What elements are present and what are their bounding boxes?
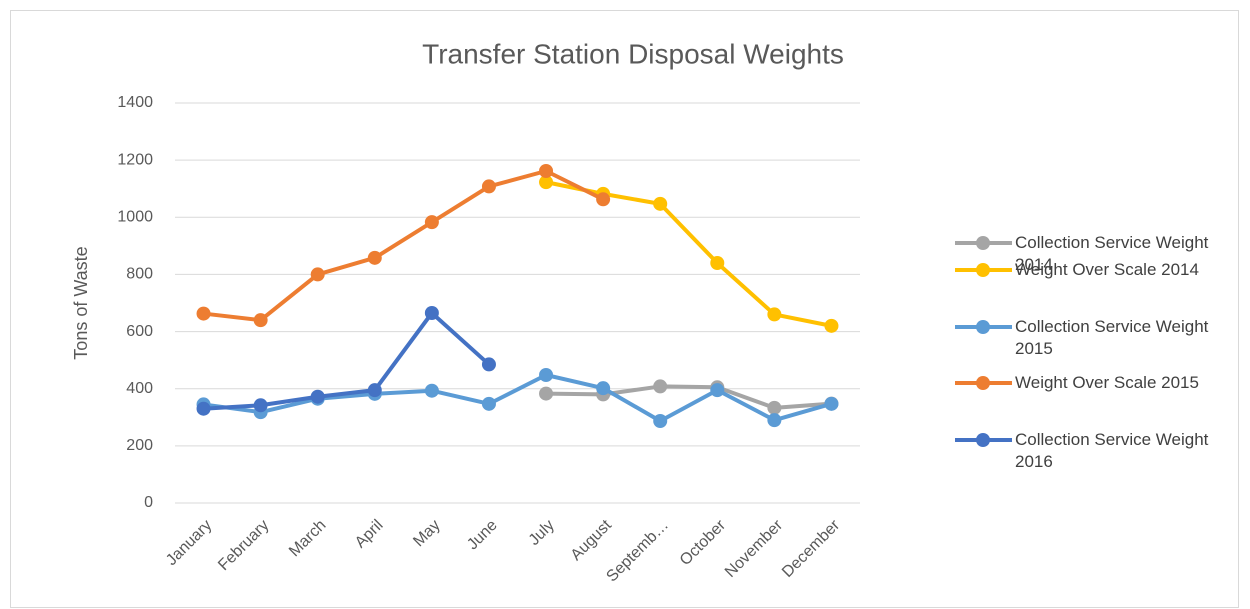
data-point (539, 175, 554, 190)
data-point (367, 383, 382, 398)
data-point (310, 267, 325, 282)
legend-label: Collection Service Weight 2014 (1015, 233, 1209, 274)
y-tick-label: 1200 (117, 151, 153, 168)
data-point (196, 401, 211, 416)
data-point (424, 306, 439, 320)
data-point (481, 179, 496, 194)
data-point (710, 383, 725, 398)
legend-marker (976, 320, 990, 334)
data-point (481, 357, 496, 372)
series-line (203, 373, 833, 423)
y-tick-label: 400 (126, 380, 153, 397)
y-axis-label: Tons of Waste (71, 246, 91, 359)
data-point (767, 400, 782, 415)
data-point (253, 398, 268, 413)
chart-title: Transfer Station Disposal Weights (422, 38, 844, 69)
series-line (545, 180, 832, 328)
y-tick-label: 200 (126, 437, 153, 454)
data-point (596, 381, 611, 396)
data-point (596, 192, 611, 207)
y-tick-label: 1400 (117, 94, 153, 111)
data-point (710, 256, 725, 270)
y-tick-label: 600 (126, 323, 153, 340)
data-point (767, 413, 782, 428)
data-point (824, 318, 839, 333)
y-tick-label: 0 (144, 494, 153, 511)
legend-marker (976, 236, 990, 250)
data-point (424, 383, 439, 398)
data-point (824, 396, 839, 411)
series-line (203, 169, 605, 323)
data-point (310, 389, 325, 404)
legend-marker (976, 433, 990, 447)
data-point (767, 307, 782, 322)
data-point (539, 164, 554, 178)
data-point (653, 379, 668, 394)
legend-label: Weight Over Scale 2014 (1015, 260, 1199, 279)
data-point (253, 313, 268, 328)
series-line (546, 384, 832, 410)
legend-label: Collection Service Weight 2015 (1015, 317, 1209, 358)
data-point (481, 396, 496, 411)
chart-border (10, 10, 1239, 608)
data-point (367, 250, 382, 265)
y-tick-label: 1000 (117, 209, 153, 226)
data-point (539, 368, 554, 382)
legend-label: Weight Over Scale 2015 (1015, 373, 1199, 392)
data-point (539, 386, 554, 401)
legend-marker (976, 376, 990, 390)
data-point (424, 215, 439, 230)
legend-label: Collection Service Weight 2016 (1015, 430, 1209, 471)
legend-marker (976, 263, 990, 277)
series-line (203, 311, 491, 411)
data-point (653, 196, 668, 211)
data-point (196, 306, 211, 321)
y-tick-label: 800 (126, 266, 153, 283)
data-point (653, 414, 668, 428)
